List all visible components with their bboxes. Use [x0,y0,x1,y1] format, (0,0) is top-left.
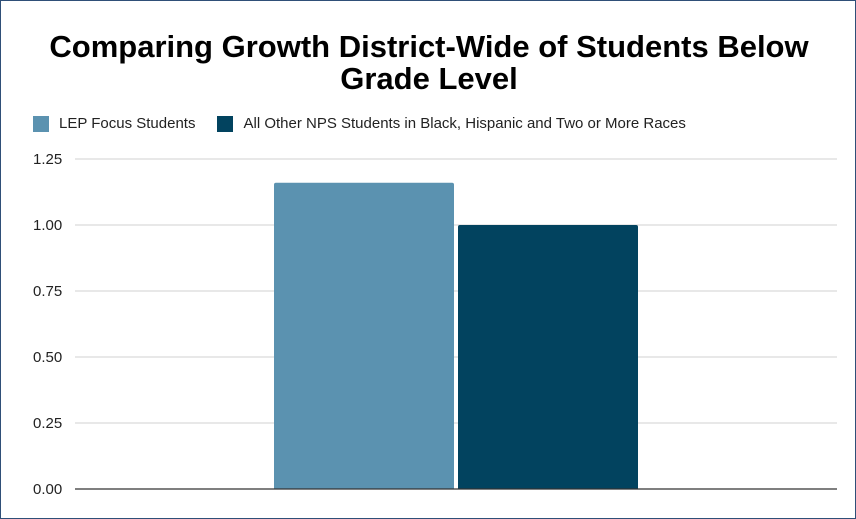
y-tick-label-3: 0.75 [33,283,62,300]
y-tick-label-2: 0.50 [33,349,62,366]
legend-label-all-other: All Other NPS Students in Black, Hispani… [243,115,686,132]
legend-swatch-all-other [217,115,234,132]
legend-item-lep-focus: LEP Focus Students [33,115,195,132]
y-tick-label-5: 1.25 [33,151,62,168]
legend-item-all-other: All Other NPS Students in Black, Hispani… [217,115,686,132]
legend-label-lep-focus: LEP Focus Students [59,115,196,132]
y-tick-label-0: 0.00 [33,481,62,498]
bar-series-1-cat-1 [274,182,454,489]
chart-legend: LEP Focus Students All Other NPS Student… [33,115,708,132]
chart-title: Comparing Growth District-Wide of Studen… [49,29,809,96]
y-tick-label-1: 0.25 [33,415,62,432]
y-tick-label-4: 1.00 [33,217,62,234]
bar-series-2-cat-1 [458,225,638,489]
legend-swatch-lep-focus [33,115,49,132]
